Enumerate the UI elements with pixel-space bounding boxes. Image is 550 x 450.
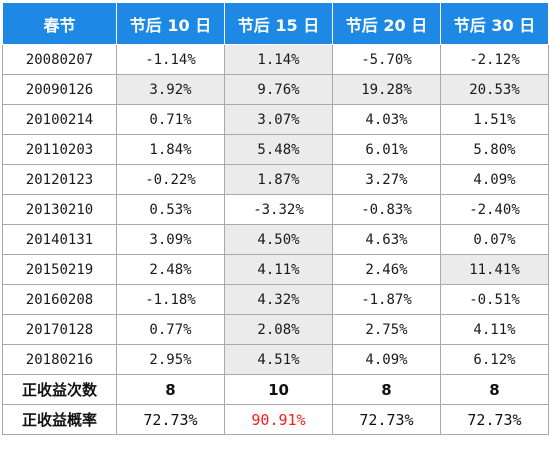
return-cell: -2.40%	[440, 194, 549, 225]
summary-value-cell: 90.91%	[224, 404, 333, 435]
table-row: 20130210 0.53% -3.32% -0.83% -2.40%	[2, 194, 549, 225]
return-cell: 5.48%	[224, 134, 333, 165]
header-after-15-days: 节后 15 日	[224, 2, 333, 45]
return-cell: 9.76%	[224, 74, 333, 105]
table-body: 20080207 -1.14% 1.14% -5.70% -2.12% 20090126 3…	[2, 44, 549, 375]
return-cell: 3.27%	[332, 164, 441, 195]
festival-date-cell: 20180216	[2, 344, 117, 375]
table-row: 20090126 3.92% 9.76% 19.28% 20.53%	[2, 74, 549, 105]
return-cell: 1.14%	[224, 44, 333, 75]
table-summary: 正收益次数 8 10 8 8 正收益概率 72.73% 90.91% 72.73% 72.73%	[2, 374, 549, 435]
table-row: 20150219 2.48% 4.11% 2.46% 11.41%	[2, 254, 549, 285]
header-after-10-days: 节后 10 日	[116, 2, 225, 45]
summary-value-cell: 72.73%	[116, 404, 225, 435]
festival-date-cell: 20160208	[2, 284, 117, 315]
return-cell: 4.51%	[224, 344, 333, 375]
return-cell: 1.51%	[440, 104, 549, 135]
return-cell: 4.09%	[440, 164, 549, 195]
summary-label: 正收益概率	[2, 404, 117, 435]
header-festival-date: 春节	[2, 2, 117, 45]
return-cell: 4.03%	[332, 104, 441, 135]
return-cell: 2.48%	[116, 254, 225, 285]
table-row: 20080207 -1.14% 1.14% -5.70% -2.12%	[2, 44, 549, 75]
return-cell: 4.11%	[224, 254, 333, 285]
festival-date-cell: 20100214	[2, 104, 117, 135]
return-cell: 0.53%	[116, 194, 225, 225]
table-row: 20100214 0.71% 3.07% 4.03% 1.51%	[2, 104, 549, 135]
return-cell: 5.80%	[440, 134, 549, 165]
return-cell: 1.84%	[116, 134, 225, 165]
summary-value-cell: 72.73%	[440, 404, 549, 435]
return-cell: 1.87%	[224, 164, 333, 195]
festival-date-cell: 20130210	[2, 194, 117, 225]
return-cell: 19.28%	[332, 74, 441, 105]
return-cell: 4.32%	[224, 284, 333, 315]
festival-date-cell: 20090126	[2, 74, 117, 105]
table-header: 春节 节后 10 日 节后 15 日 节后 20 日 节后 30 日	[2, 2, 549, 45]
festival-date-cell: 20150219	[2, 254, 117, 285]
return-cell: -1.14%	[116, 44, 225, 75]
return-cell: -1.87%	[332, 284, 441, 315]
return-cell: -3.32%	[224, 194, 333, 225]
header-after-20-days: 节后 20 日	[332, 2, 441, 45]
return-cell: -0.51%	[440, 284, 549, 315]
table-row: 20110203 1.84% 5.48% 6.01% 5.80%	[2, 134, 549, 165]
return-cell: 4.63%	[332, 224, 441, 255]
return-cell: -5.70%	[332, 44, 441, 75]
post-festival-returns-table: 春节 节后 10 日 节后 15 日 节后 20 日 节后 30 日 20080…	[2, 2, 549, 435]
return-cell: 3.92%	[116, 74, 225, 105]
summary-value-cell: 8	[332, 374, 441, 405]
return-cell: -2.12%	[440, 44, 549, 75]
return-cell: 4.50%	[224, 224, 333, 255]
return-cell: -1.18%	[116, 284, 225, 315]
summary-label: 正收益次数	[2, 374, 117, 405]
return-cell: 11.41%	[440, 254, 549, 285]
return-cell: 4.11%	[440, 314, 549, 345]
festival-date-cell: 20110203	[2, 134, 117, 165]
positive-probability-row: 正收益概率 72.73% 90.91% 72.73% 72.73%	[2, 404, 549, 435]
summary-value-cell: 10	[224, 374, 333, 405]
header-row: 春节 节后 10 日 节后 15 日 节后 20 日 节后 30 日	[2, 2, 549, 45]
table-row: 20180216 2.95% 4.51% 4.09% 6.12%	[2, 344, 549, 375]
return-cell: 0.71%	[116, 104, 225, 135]
festival-date-cell: 20120123	[2, 164, 117, 195]
table-row: 20120123 -0.22% 1.87% 3.27% 4.09%	[2, 164, 549, 195]
summary-value-cell: 8	[440, 374, 549, 405]
return-cell: 0.77%	[116, 314, 225, 345]
positive-count-row: 正收益次数 8 10 8 8	[2, 374, 549, 405]
return-cell: 0.07%	[440, 224, 549, 255]
return-cell: 3.09%	[116, 224, 225, 255]
return-cell: 4.09%	[332, 344, 441, 375]
header-after-30-days: 节后 30 日	[440, 2, 549, 45]
return-cell: 2.46%	[332, 254, 441, 285]
return-cell: -0.22%	[116, 164, 225, 195]
return-cell: 3.07%	[224, 104, 333, 135]
return-cell: 6.12%	[440, 344, 549, 375]
return-cell: 2.95%	[116, 344, 225, 375]
table-row: 20170128 0.77% 2.08% 2.75% 4.11%	[2, 314, 549, 345]
return-cell: 2.75%	[332, 314, 441, 345]
table-row: 20140131 3.09% 4.50% 4.63% 0.07%	[2, 224, 549, 255]
return-cell: 6.01%	[332, 134, 441, 165]
return-cell: 20.53%	[440, 74, 549, 105]
return-cell: 2.08%	[224, 314, 333, 345]
return-cell: -0.83%	[332, 194, 441, 225]
festival-date-cell: 20080207	[2, 44, 117, 75]
festival-date-cell: 20140131	[2, 224, 117, 255]
table-row: 20160208 -1.18% 4.32% -1.87% -0.51%	[2, 284, 549, 315]
summary-value-cell: 8	[116, 374, 225, 405]
summary-value-cell: 72.73%	[332, 404, 441, 435]
festival-date-cell: 20170128	[2, 314, 117, 345]
